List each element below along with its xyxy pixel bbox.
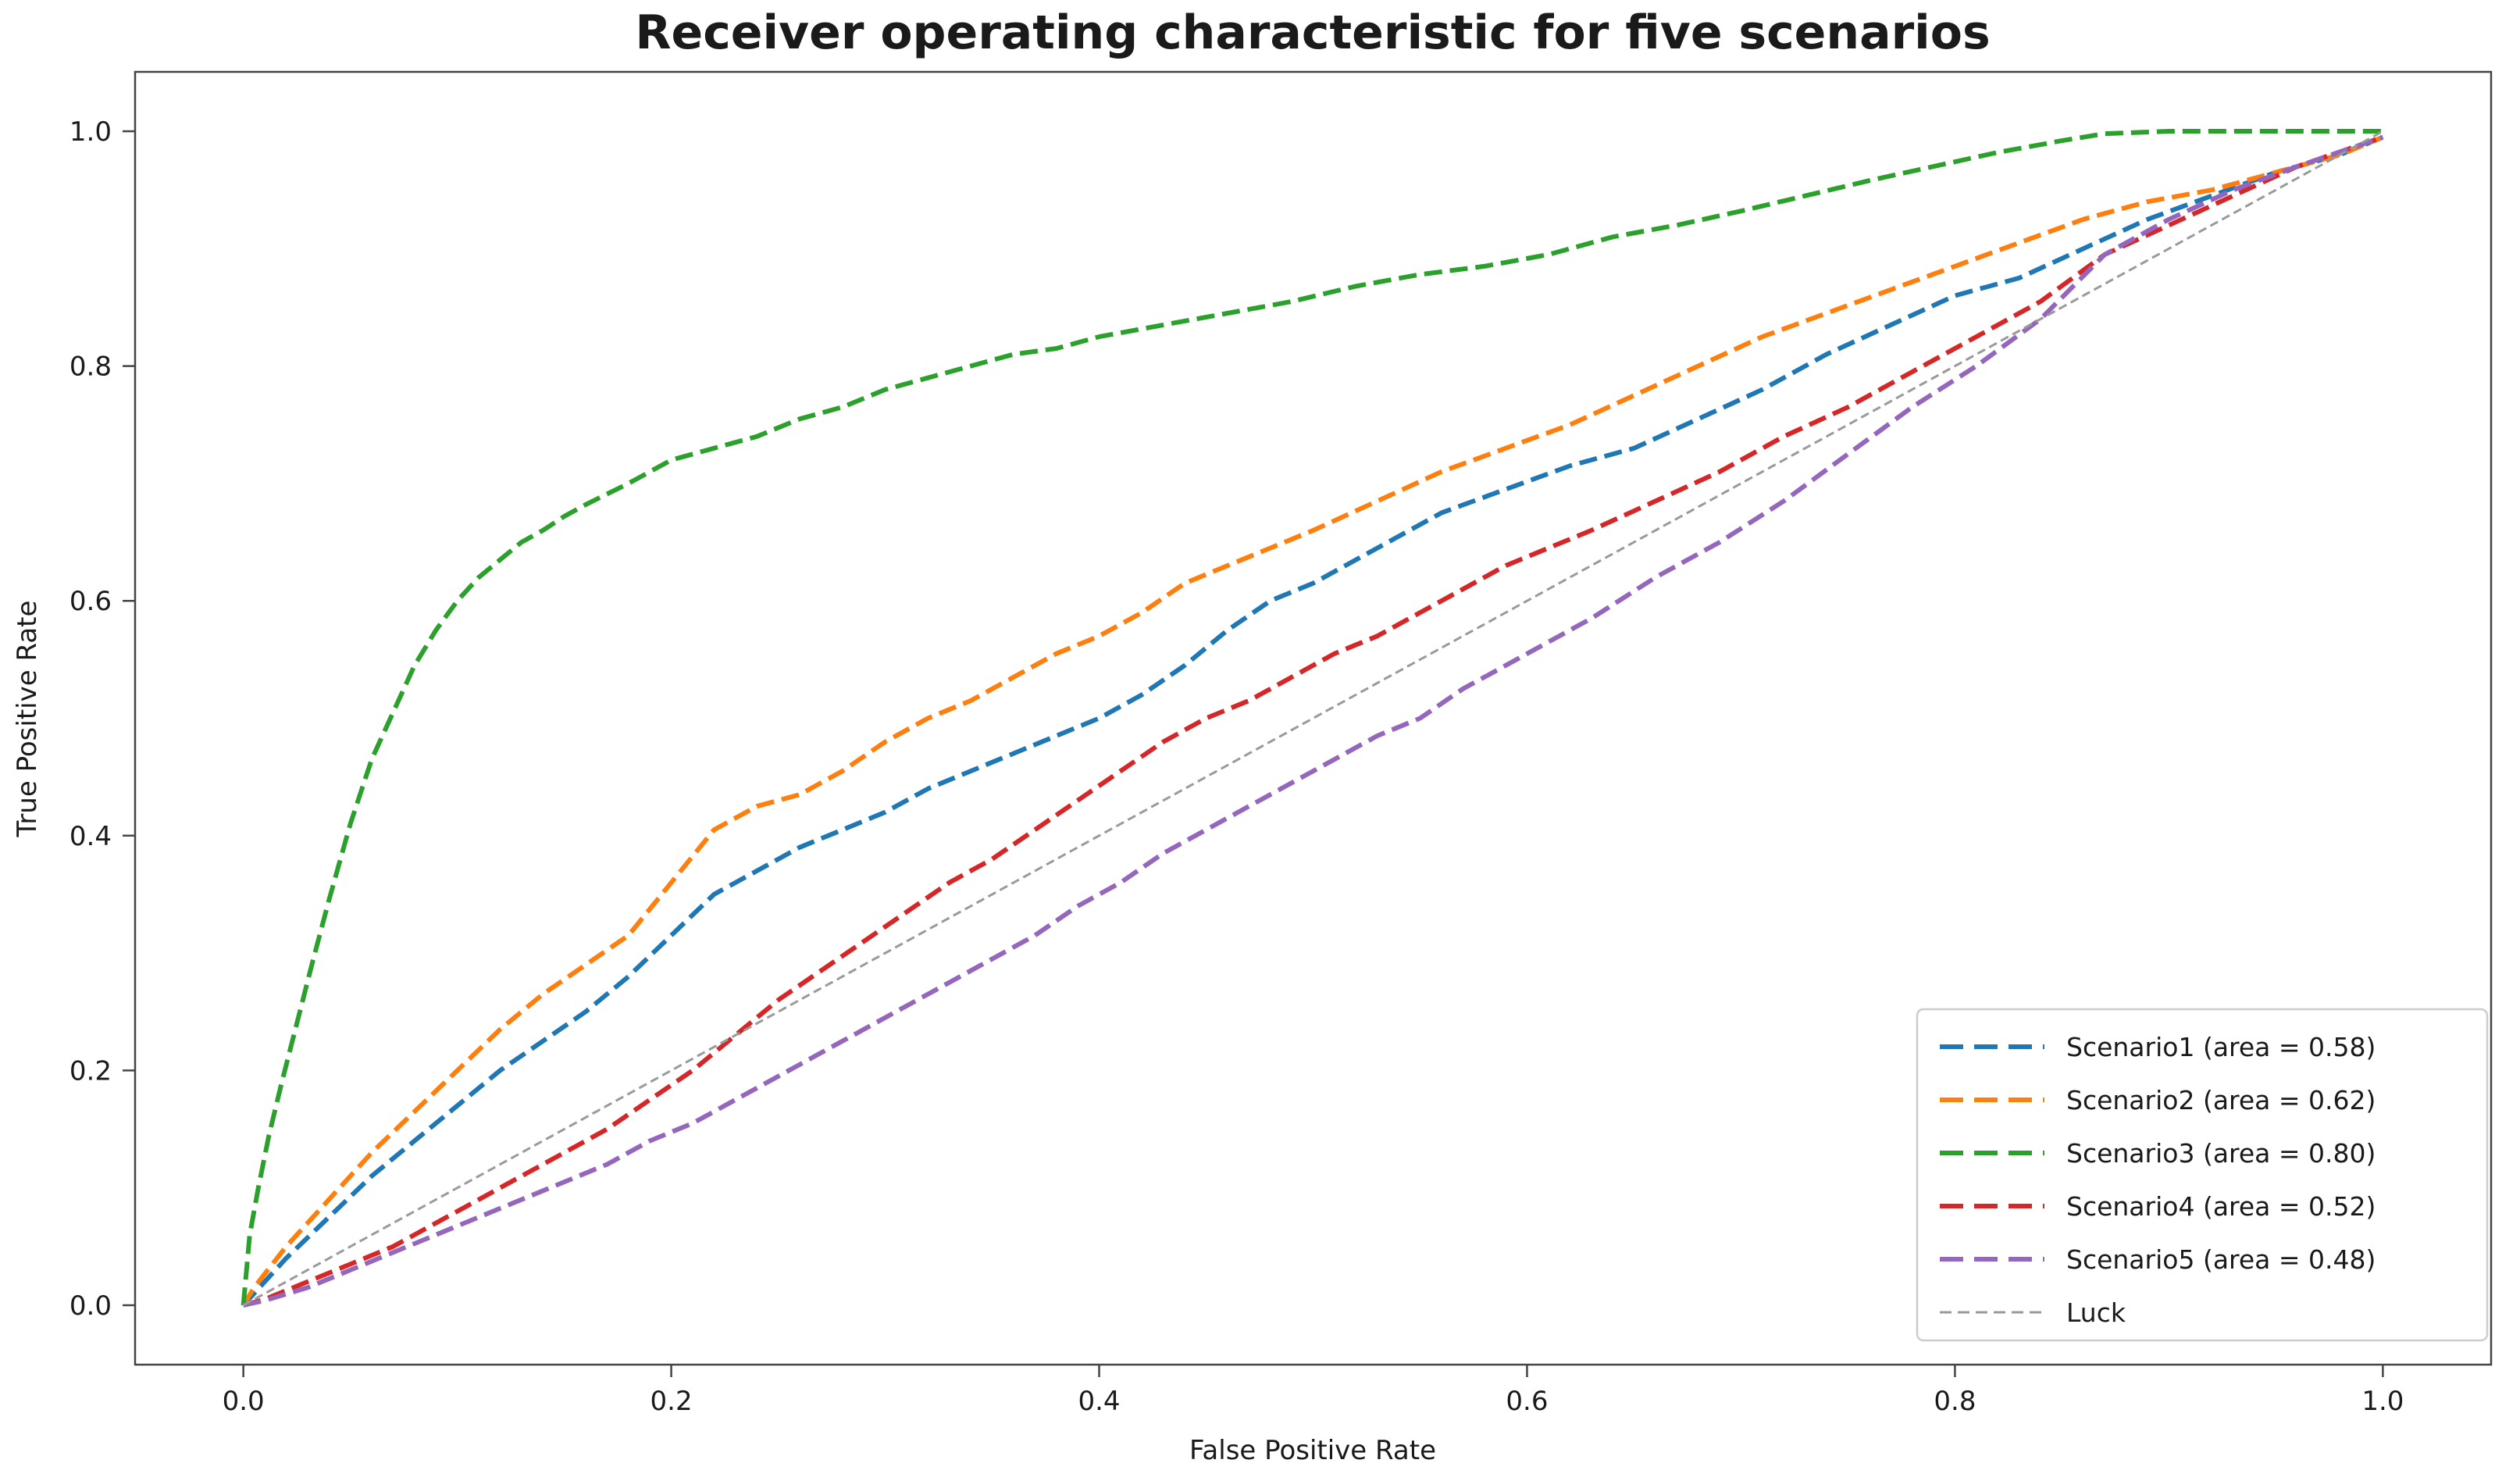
x-tick-label: 0.2 [650,1386,693,1417]
y-axis-label: True Positive Rate [12,601,43,838]
plot-spines [134,70,2493,1366]
legend-item: Scenario4 (area = 0.52) [1940,1191,2376,1222]
y-tick-label: 0.4 [70,821,112,852]
x-tick-label: 0.0 [223,1386,265,1417]
scenario1-curve [241,134,2384,1308]
legend-item: Scenario3 (area = 0.80) [1940,1138,2376,1169]
y-tick-label: 0.6 [70,586,112,617]
scenario2-curve [241,134,2384,1307]
legend-item-label: Scenario3 (area = 0.80) [2066,1138,2376,1169]
x-tick-label: 0.4 [1078,1386,1120,1417]
axis-ticks: 0.0 0.2 0.4 0.6 0.8 1.0 0.0 0.2 0.4 0.6 0.8 1.0 [70,116,2404,1417]
legend-item: Luck [1940,1297,2126,1328]
series-lines [241,129,2384,1308]
x-axis-label: False Positive Rate [1189,1435,1436,1466]
y-tick-label: 0.8 [70,352,112,383]
y-tick-label: 0.2 [70,1055,112,1087]
legend-item-label: Luck [2066,1297,2126,1328]
legend-item-label: Scenario5 (area = 0.48) [2066,1244,2376,1275]
y-tick-label: 1.0 [70,116,112,148]
scenario4-curve [242,134,2384,1308]
legend-item: Scenario5 (area = 0.48) [1940,1244,2376,1275]
plot-area [134,70,2493,1366]
legend-item: Scenario1 (area = 0.58) [1940,1032,2376,1062]
x-tick-label: 1.0 [2361,1386,2404,1417]
y-tick-label: 0.0 [70,1290,112,1322]
legend-box [1916,1008,2489,1342]
chart-title: Receiver operating characteristic for fi… [635,5,1990,60]
legend-item: Scenario2 (area = 0.62) [1940,1085,2376,1115]
legend: Scenario1 (area = 0.58) Scenario2 (area =… [1916,1008,2489,1342]
x-tick-label: 0.8 [1934,1386,1976,1417]
scenario3-curve [241,129,2383,1306]
luck-curve [242,130,2384,1307]
legend-item-label: Scenario4 (area = 0.52) [2066,1191,2376,1222]
legend-item-label: Scenario1 (area = 0.58) [2066,1032,2376,1062]
legend-item-label: Scenario2 (area = 0.62) [2066,1085,2376,1115]
x-tick-label: 0.6 [1506,1386,1548,1417]
scenario5-curve [242,134,2384,1308]
